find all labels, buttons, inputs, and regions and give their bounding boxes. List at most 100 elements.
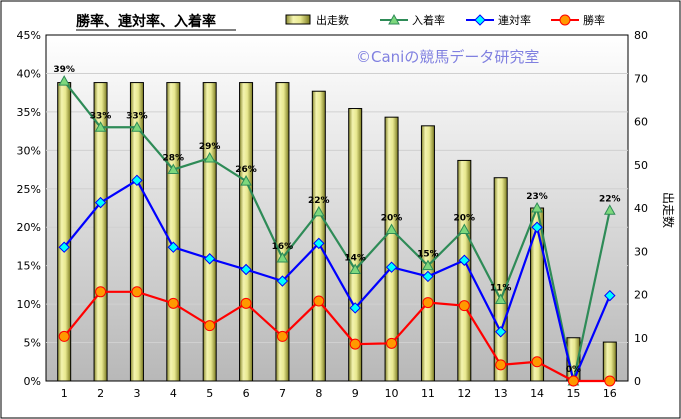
y-right-tick-label: 70 [634,72,648,85]
watermark: ©Caniの競馬データ研究室 [356,48,539,66]
marker-circle [422,297,434,309]
bar [239,82,254,382]
data-label: 22% [599,194,621,204]
marker-diamond [494,326,507,338]
marker-diamond [240,263,252,276]
data-label: 15% [417,250,439,260]
marker-triangle [603,204,616,215]
y-left-tick-label: 5% [24,337,41,350]
marker-diamond [474,14,486,26]
marker-triangle [458,223,471,235]
marker-circle [167,297,179,309]
marker-circle [276,330,288,342]
marker-circle [559,14,571,26]
y-right-tick-label: 10 [634,332,648,345]
right-axis-label: 出走数 [661,192,676,228]
marker-diamond [131,174,143,187]
marker-diamond [58,241,70,253]
bar [348,108,363,382]
bar [275,82,290,382]
y-left-tick-label: 40% [17,67,41,80]
bar [602,341,617,382]
marker-triangle [494,293,507,304]
y-right-tick-label: 80 [634,29,648,42]
x-tick-label: 11 [421,387,435,400]
bar [493,177,508,382]
marker-circle [58,330,70,342]
data-label: 22% [308,196,330,206]
legend-label: 出走数 [316,13,349,27]
marker-diamond [94,196,107,209]
marker-circle [458,300,470,312]
marker-triangle [276,251,289,263]
y-right-tick-label: 20 [634,289,648,302]
x-tick-label: 5 [206,387,213,400]
bars-layer [57,82,617,382]
marker-triangle [58,75,71,86]
x-tick-label: 14 [530,387,544,400]
marker-diamond [276,275,289,287]
legend-swatch [285,14,311,25]
marker-circle [349,338,361,350]
x-tick-label: 4 [170,387,177,400]
y-left-tick-label: 0% [24,375,41,388]
marker-diamond [203,253,216,265]
y-left-tick-label: 30% [17,144,41,157]
marker-triangle [131,121,143,132]
data-label: 39% [53,65,75,75]
marker-triangle [385,223,398,235]
marker-triangle [349,263,362,275]
marker-triangle [422,259,434,271]
marker-circle [204,320,216,332]
y-left-tick-label: 10% [17,298,41,311]
bar [129,82,144,382]
marker-circle [313,295,325,307]
marker-circle [604,375,616,387]
data-label: 20% [454,214,476,224]
marker-circle [567,375,579,387]
y-right-tick-label: 40 [634,202,648,215]
y-right-tick-label: 50 [634,159,648,172]
marker-circle [386,337,398,349]
data-label: 33% [126,111,148,121]
marker-diamond [167,241,180,253]
legend-label: 入着率 [412,13,445,27]
x-tick-label: 7 [279,387,286,400]
bar [93,82,108,382]
data-label: 0% [566,365,581,375]
y-left-tick-label: 25% [17,183,41,196]
y-right-tick-label: 60 [634,116,648,129]
marker-triangle [167,163,180,175]
marker-triangle [388,13,400,25]
legend-label: 勝率 [583,13,605,27]
bar [166,82,181,382]
data-label: 33% [90,111,112,121]
series-line [63,80,611,382]
x-tick-label: 1 [61,387,68,400]
data-label: 26% [235,165,257,175]
x-tick-label: 15 [566,387,580,400]
data-label: 28% [163,154,185,164]
lines-layer [63,80,611,385]
x-tick-label: 10 [385,387,399,400]
bar [202,82,217,382]
x-tick-label: 9 [352,387,359,400]
x-tick-label: 2 [97,387,104,400]
marker-circle [95,286,107,298]
y-right-tick-label: 0 [634,375,641,388]
x-tick-label: 8 [315,387,322,400]
legend: 出走数 入着率 連対率 勝率 [285,13,605,27]
labels-layer: 39% 33% 33% 28% 29% 26% 16% 22% 14% 20% 15% 20% 11% 2… [53,65,620,375]
y-left-tick-label: 45% [17,29,41,42]
marker-triangle [240,175,252,186]
x-tick-label: 12 [457,387,471,400]
data-label: 23% [526,192,548,202]
marker-diamond [422,270,434,283]
y-right-tick-label: 30 [634,245,648,258]
marker-triangle [94,121,107,132]
marker-diamond [531,221,543,233]
marker-circle [240,297,252,309]
bar [384,116,399,382]
data-label: 16% [272,242,294,252]
